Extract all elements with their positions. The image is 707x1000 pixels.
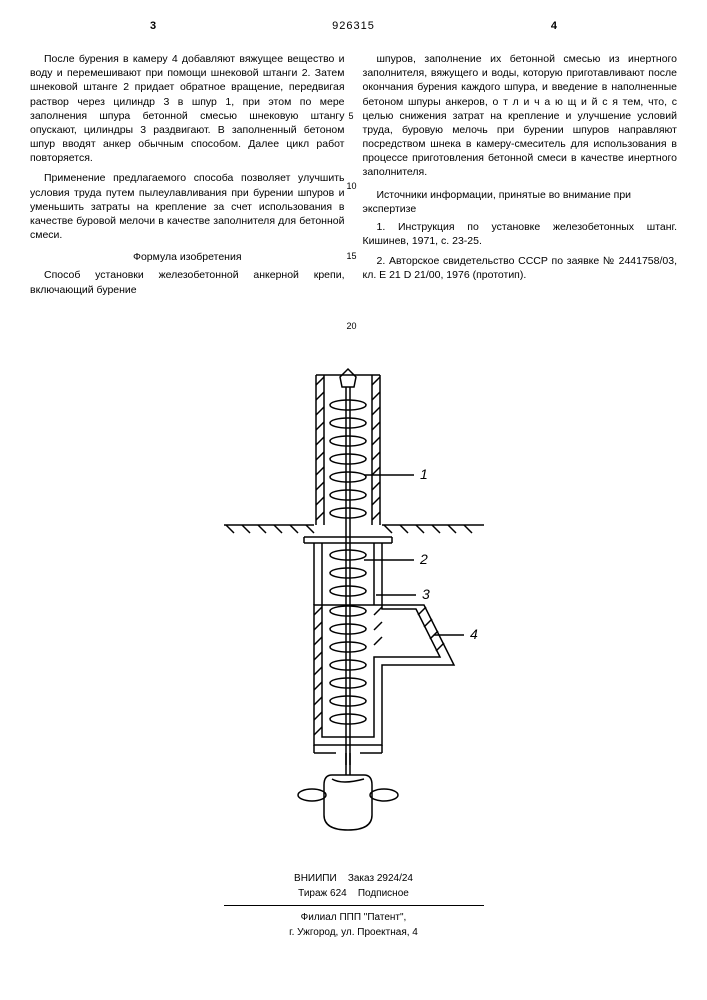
header-row: 3 926315 4 [30,20,677,44]
document-number: 926315 [332,20,375,32]
line-marker: 5 [349,110,354,122]
footer-branch: Филиал ППП "Патент", [0,910,707,925]
line-marker: 15 [347,250,357,262]
left-column: После бурения в камеру 4 добавляют вяжущ… [30,52,345,303]
line-marker: 10 [347,180,357,192]
text-columns: После бурения в камеру 4 добавляют вяжущ… [30,52,677,303]
paragraph: После бурения в камеру 4 добавляют вяжущ… [30,52,345,165]
reference: 2. Авторское свидетельство СССР по заявк… [363,254,678,282]
paragraph: Применение предлагаемого способа позволя… [30,171,345,242]
fig-label-3: 3 [422,586,430,602]
paragraph: Способ установки железобетонной анкерной… [30,268,345,296]
page-number-left: 3 [150,20,156,32]
fig-label-4: 4 [470,626,478,642]
anchor-diagram-svg: 1 2 3 4 [164,365,544,865]
footer: ВНИИПИ Заказ 2924/24 Тираж 624 Подписное… [0,871,707,940]
line-marker: 20 [347,320,357,332]
right-column: 5 10 15 20 шпуров, заполнение их бетонно… [363,52,678,303]
footer-tirage: Тираж 624 [298,888,347,899]
figure-diagram: 1 2 3 4 [0,365,707,865]
sources-header: Источники информации, принятые во вниман… [363,188,678,216]
paragraph: шпуров, заполнение их бетонной смесью из… [363,52,678,180]
fig-label-1: 1 [420,466,428,482]
footer-address: г. Ужгород, ул. Проектная, 4 [0,925,707,940]
formula-header: Формула изобретения [30,250,345,264]
footer-org: ВНИИПИ [294,873,337,884]
reference: 1. Инструкция по установке железобетонны… [363,220,678,248]
footer-order: Заказ 2924/24 [348,873,413,884]
page-number-right: 4 [551,20,557,32]
fig-label-2: 2 [419,551,428,567]
footer-divider [224,905,484,906]
footer-subscription: Подписное [358,888,409,899]
